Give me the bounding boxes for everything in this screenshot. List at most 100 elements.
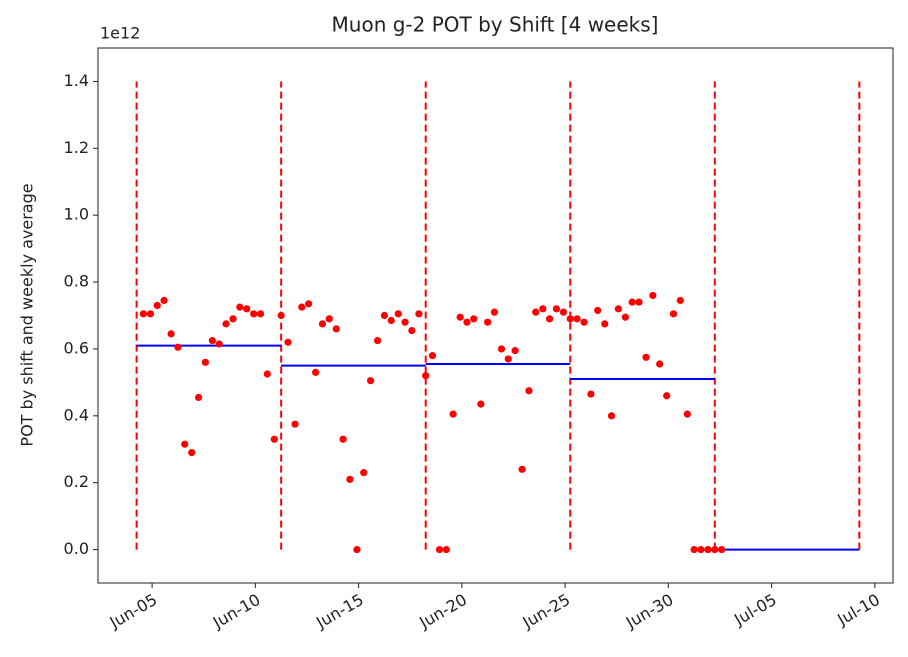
point bbox=[470, 315, 478, 323]
point bbox=[587, 390, 595, 398]
point bbox=[139, 310, 148, 318]
point bbox=[442, 545, 450, 554]
point bbox=[711, 545, 719, 554]
point bbox=[270, 435, 278, 443]
y-tick-label: 1.4 bbox=[64, 71, 89, 90]
point bbox=[387, 316, 395, 325]
plot-frame bbox=[97, 47, 894, 584]
point bbox=[305, 300, 313, 308]
x-tick-label: Jun-20 bbox=[415, 590, 470, 633]
y-tick-label: 1.2 bbox=[64, 138, 89, 157]
point bbox=[669, 310, 678, 318]
point bbox=[174, 343, 182, 351]
point bbox=[676, 296, 684, 305]
y-tick-label: 0.0 bbox=[64, 539, 89, 558]
point bbox=[704, 545, 712, 554]
y-tick-label: 0.2 bbox=[64, 472, 89, 491]
y-tick-label: 0.4 bbox=[64, 405, 89, 424]
point bbox=[318, 320, 327, 328]
y-tick-label: 0.6 bbox=[64, 338, 89, 357]
point bbox=[250, 310, 258, 318]
point bbox=[573, 315, 581, 323]
point bbox=[194, 393, 203, 402]
point bbox=[373, 336, 382, 345]
point bbox=[594, 306, 602, 315]
point bbox=[380, 311, 389, 320]
point bbox=[181, 440, 189, 448]
point bbox=[408, 326, 416, 335]
point bbox=[160, 296, 168, 305]
point bbox=[394, 310, 402, 318]
point bbox=[312, 368, 320, 376]
chart-title: Muon g-2 POT by Shift [4 weeks] bbox=[332, 13, 659, 37]
point bbox=[167, 330, 175, 338]
point bbox=[346, 475, 354, 483]
point bbox=[435, 545, 444, 554]
point bbox=[415, 310, 423, 318]
point bbox=[256, 310, 265, 318]
y-tick-label: 1.0 bbox=[64, 205, 89, 224]
point bbox=[697, 545, 705, 554]
point bbox=[236, 303, 244, 311]
point bbox=[360, 469, 368, 477]
point bbox=[456, 313, 464, 321]
y-tick-label: 0.8 bbox=[64, 272, 89, 291]
point bbox=[291, 420, 299, 428]
point bbox=[463, 318, 471, 326]
point bbox=[718, 545, 726, 554]
point bbox=[511, 347, 519, 355]
point bbox=[208, 336, 216, 345]
x-tick-label: Jun-05 bbox=[106, 590, 161, 633]
point bbox=[277, 311, 285, 320]
point bbox=[401, 318, 409, 326]
point bbox=[366, 377, 375, 385]
point bbox=[229, 315, 237, 323]
point bbox=[298, 303, 306, 311]
point bbox=[243, 305, 251, 313]
x-tick-label: Jun-10 bbox=[209, 590, 264, 633]
point bbox=[532, 308, 540, 316]
point bbox=[332, 325, 340, 333]
point bbox=[635, 298, 643, 306]
point bbox=[146, 310, 155, 318]
y-offset-label: 1e12 bbox=[100, 24, 140, 43]
point bbox=[607, 412, 616, 420]
point bbox=[580, 318, 588, 326]
y-axis-label: POT by shift and weekly average bbox=[18, 183, 37, 446]
point bbox=[546, 315, 554, 323]
point bbox=[628, 298, 636, 306]
point bbox=[353, 545, 361, 554]
x-tick-label: Jun-15 bbox=[312, 590, 367, 633]
point bbox=[621, 313, 629, 321]
point bbox=[490, 308, 499, 316]
x-tick-label: Jun-30 bbox=[622, 590, 677, 633]
point bbox=[339, 435, 347, 443]
point bbox=[153, 301, 161, 310]
point bbox=[497, 345, 506, 353]
point bbox=[284, 338, 292, 346]
point bbox=[559, 308, 568, 316]
point bbox=[422, 372, 430, 380]
point bbox=[656, 360, 664, 368]
point bbox=[683, 410, 691, 418]
point bbox=[525, 387, 533, 395]
point bbox=[504, 355, 512, 363]
x-tick-label: Jul-10 bbox=[833, 590, 883, 630]
point bbox=[614, 305, 622, 313]
point bbox=[642, 353, 650, 361]
point bbox=[649, 291, 657, 300]
point bbox=[566, 315, 574, 323]
point bbox=[428, 352, 437, 360]
point bbox=[601, 320, 609, 328]
point bbox=[477, 400, 485, 408]
point bbox=[518, 465, 526, 473]
point bbox=[539, 305, 547, 313]
point bbox=[188, 448, 196, 457]
point bbox=[484, 318, 492, 326]
point bbox=[215, 340, 223, 348]
point bbox=[325, 315, 333, 323]
x-tick-label: Jun-25 bbox=[519, 590, 574, 633]
point bbox=[449, 410, 457, 418]
point bbox=[690, 545, 698, 554]
